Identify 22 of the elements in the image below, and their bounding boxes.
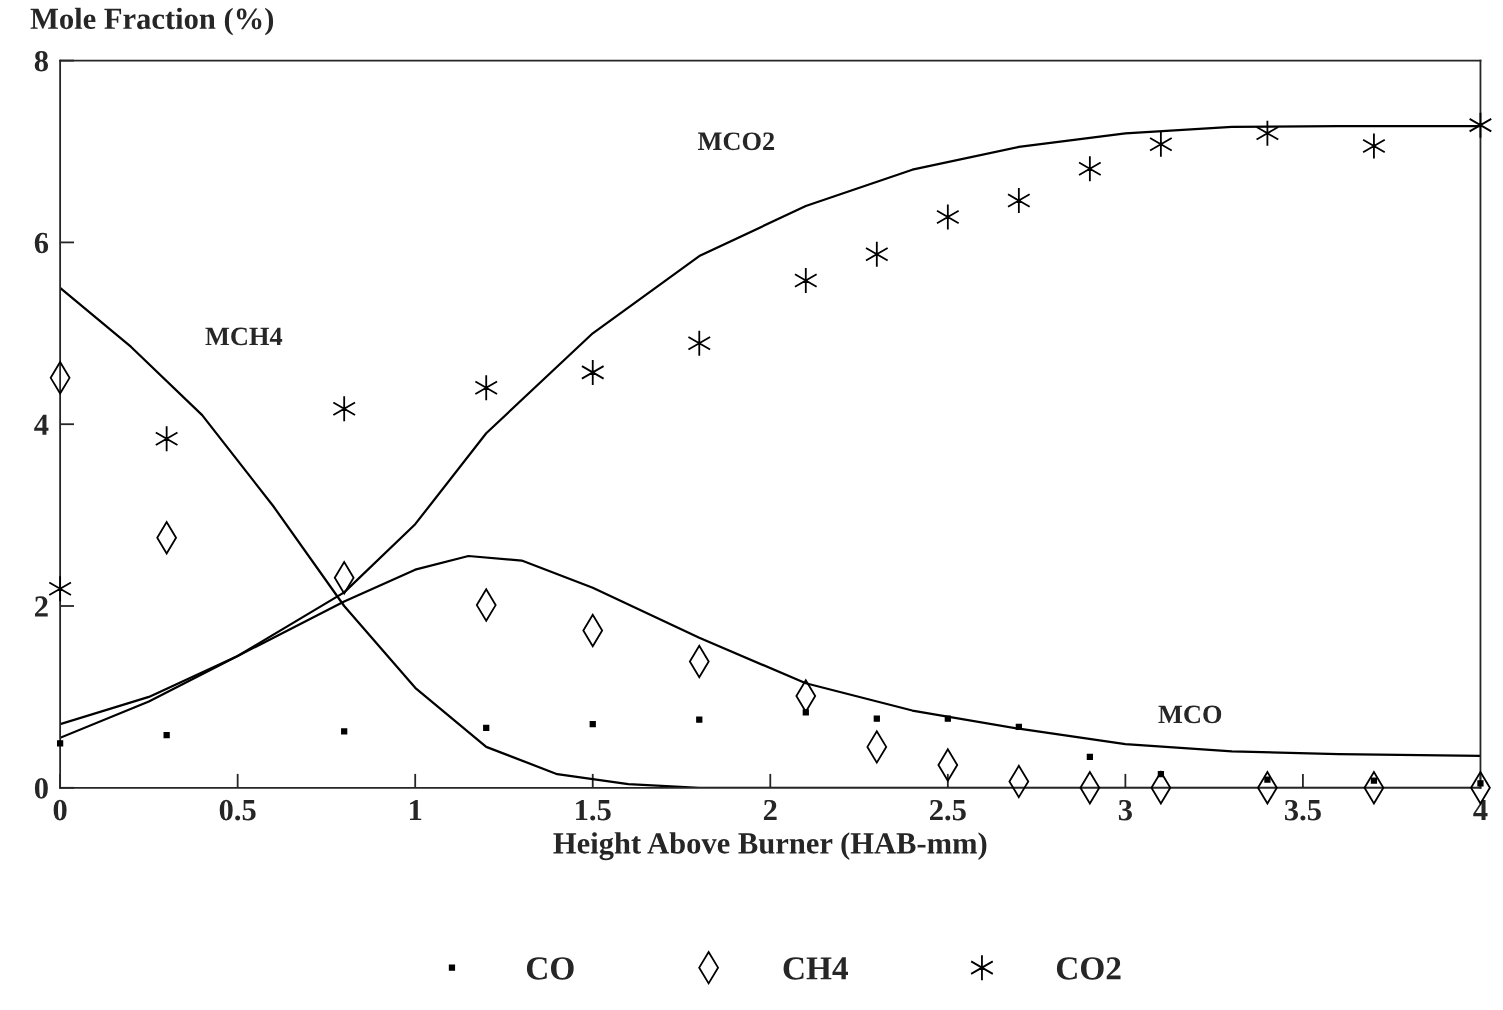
x-tick-label: 1 <box>410 799 422 821</box>
x-tick-label: 2.5 <box>930 799 966 821</box>
annotation: MCO2 <box>697 132 775 151</box>
x-tick-label: 1.5 <box>576 799 611 821</box>
x-tick-label: 2 <box>763 799 777 821</box>
y-tick-label: 2 <box>35 596 48 617</box>
legend-label: CO <box>526 957 574 980</box>
x-tick-label: 0 <box>53 799 67 821</box>
x-tick-label: 4 <box>1473 800 1488 821</box>
annotation: MCO <box>1158 705 1222 724</box>
y-tick-label: 0 <box>34 778 48 799</box>
x-axis-title: Height Above Burner (HAB-mm) <box>553 832 987 861</box>
y-tick-label: 8 <box>34 50 48 72</box>
annotation: MCH4 <box>205 327 283 346</box>
legend-label: CH4 <box>783 957 848 980</box>
y-axis-title: Mole Fraction (%) <box>30 7 274 36</box>
x-tick-label: 0.5 <box>219 799 256 821</box>
x-tick-label: 3.5 <box>1284 799 1321 821</box>
legend-label: CO2 <box>1056 957 1121 980</box>
y-tick-label: 6 <box>34 232 49 254</box>
y-tick-label: 4 <box>34 414 49 435</box>
x-tick-label: 3 <box>1118 799 1132 821</box>
